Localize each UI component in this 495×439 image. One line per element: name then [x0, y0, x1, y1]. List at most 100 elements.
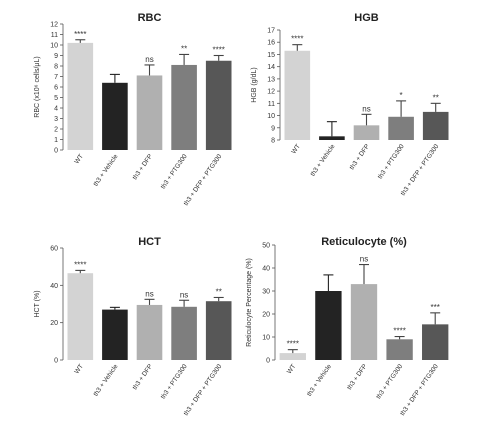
bar [353, 125, 380, 140]
y-tick-label: 3 [54, 116, 58, 123]
chart-panel-3: Reticulocyte (%) 0 10 20 30 40 50 Reticulocyte … [246, 236, 449, 417]
x-category-label: th3 + Vehicle [92, 153, 119, 188]
significance-label: * [400, 91, 403, 100]
y-tick-label: 11 [268, 101, 275, 108]
bar [102, 309, 128, 360]
bar [171, 64, 197, 150]
significance-label: **** [393, 327, 405, 336]
chart-title: HGB [354, 12, 379, 24]
bar [350, 284, 378, 360]
y-tick-label: 8 [271, 138, 275, 145]
bar [205, 301, 232, 360]
y-tick-label: 20 [262, 312, 270, 319]
y-tick-label: 9 [271, 125, 275, 132]
x-category-label: th3 + Vehicle [309, 143, 336, 178]
bar [171, 306, 197, 360]
significance-label: **** [74, 260, 86, 269]
bar [284, 50, 311, 140]
y-tick-label: 12 [50, 22, 58, 29]
x-category-label: th3 + Vehicle [306, 363, 333, 398]
significance-label: **** [291, 35, 303, 44]
y-tick-label: 16 [267, 40, 275, 47]
y-tick-label: 6 [54, 85, 58, 92]
x-category-label: WT [286, 363, 298, 375]
x-category-label: th3 + DFP [346, 363, 369, 391]
x-category-label: th3 + PTG300 [160, 363, 189, 401]
x-category-label: th3 + DFP + PTG300 [400, 143, 441, 197]
y-tick-label: 12 [267, 89, 275, 96]
y-tick-label: 7 [54, 74, 58, 81]
bar [136, 75, 163, 150]
y-tick-label: 2 [54, 127, 58, 134]
significance-label: **** [287, 340, 299, 349]
bar [422, 324, 449, 360]
x-category-label: th3 + PTG300 [375, 363, 404, 401]
significance-label: ns [360, 255, 368, 264]
y-tick-label: 8 [54, 64, 58, 71]
y-tick-label: 15 [267, 52, 275, 59]
x-category-label: th3 + Vehicle [92, 363, 119, 398]
x-category-label: th3 + DFP [349, 143, 372, 171]
significance-label: ns [145, 289, 153, 298]
significance-label: ** [216, 287, 222, 296]
chart-title: HCT [138, 236, 161, 248]
bar [136, 304, 163, 360]
y-tick-label: 50 [262, 243, 270, 250]
y-tick-label: 0 [54, 148, 58, 155]
y-axis-label: HGB (g/dL) [251, 67, 258, 102]
significance-label: ns [362, 104, 370, 113]
significance-label: ** [181, 44, 187, 53]
y-tick-label: 0 [266, 358, 270, 365]
y-tick-label: 10 [50, 43, 58, 50]
y-axis-label: Reticulocyte Percentage (%) [246, 258, 253, 347]
y-tick-label: 14 [267, 64, 275, 71]
bar [67, 273, 94, 360]
significance-label: **** [74, 30, 86, 39]
y-axis-label: HCT (%) [34, 290, 41, 317]
x-category-label: th3 + DFP [132, 153, 155, 181]
y-tick-label: 13 [267, 76, 275, 83]
x-category-label: th3 + DFP + PTG300 [183, 363, 224, 417]
y-tick-label: 9 [54, 53, 58, 60]
y-tick-label: 5 [54, 95, 58, 102]
y-tick-label: 40 [50, 283, 58, 290]
x-category-label: WT [290, 143, 302, 155]
significance-label: *** [431, 303, 440, 312]
significance-label: ** [433, 93, 439, 102]
x-category-label: WT [73, 363, 85, 375]
chart-title: Reticulocyte (%) [321, 236, 407, 248]
y-tick-label: 11 [51, 32, 58, 39]
bar [386, 339, 413, 360]
bar [205, 60, 232, 150]
x-category-label: WT [73, 153, 85, 165]
y-tick-label: 10 [262, 335, 270, 342]
y-tick-label: 17 [267, 28, 275, 35]
bar [102, 82, 128, 150]
x-category-label: th3 + DFP + PTG300 [399, 363, 440, 417]
significance-label: ns [180, 290, 188, 299]
y-tick-label: 0 [54, 358, 58, 365]
y-tick-label: 1 [54, 137, 58, 144]
y-tick-label: 40 [262, 266, 270, 273]
y-axis-label: RBC (x10⁶ cells/μL) [34, 56, 41, 117]
y-tick-label: 20 [50, 320, 58, 327]
y-tick-label: 60 [50, 246, 58, 253]
x-category-label: th3 + DFP [132, 363, 155, 391]
bar [388, 116, 414, 140]
chart-panel-1: HGB 8 9 10 11 12 13 14 15 16 17 HGB (g/dL) **** WT th3… [251, 12, 449, 197]
bar [422, 111, 449, 140]
significance-label: ns [145, 55, 153, 64]
bar [279, 353, 306, 360]
chart-title: RBC [138, 12, 162, 24]
bar [315, 291, 342, 360]
y-tick-label: 10 [267, 113, 275, 120]
y-tick-label: 30 [262, 289, 270, 296]
x-category-label: th3 + PTG300 [377, 143, 406, 181]
x-category-label: th3 + PTG300 [160, 153, 189, 191]
x-category-label: th3 + DFP + PTG300 [183, 153, 224, 207]
chart-panel-2: HCT 0 20 40 60 HCT (%) **** WT th3 + Vehicle ns th… [34, 236, 232, 417]
y-tick-label: 4 [54, 106, 58, 113]
bar [67, 42, 94, 150]
